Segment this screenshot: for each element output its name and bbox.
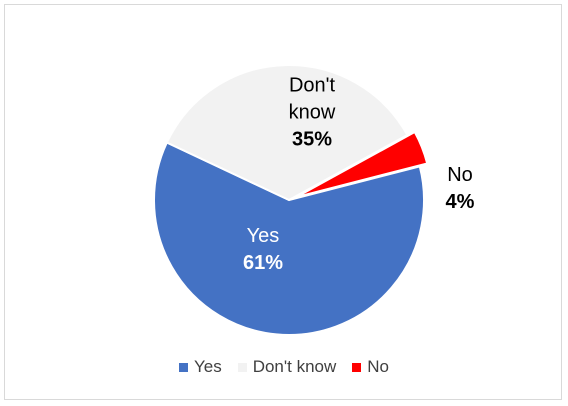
- data-label-value-yes: 61%: [243, 252, 283, 274]
- legend-label-don-t-know: Don't know: [252, 357, 337, 376]
- legend-item-yes: Yes: [178, 357, 222, 377]
- legend: Yes Don't know No: [5, 355, 563, 379]
- legend-item-no: No: [352, 357, 389, 377]
- pie-slice-don-t-know: [165, 64, 409, 202]
- pie-slice-yes: [153, 141, 425, 336]
- pie-slice-no: [295, 130, 429, 199]
- legend-item-don-t-know: Don't know: [237, 357, 337, 377]
- legend-label-yes: Yes: [193, 357, 222, 376]
- legend-swatch-no: [352, 362, 362, 372]
- data-label-value-don-t-know: 35%: [292, 128, 332, 150]
- legend-label-no: No: [367, 357, 390, 376]
- data-label-name-don-t-know: know: [289, 101, 336, 123]
- legend-swatch-yes: [178, 362, 188, 372]
- data-label-name-yes: Yes: [247, 225, 280, 247]
- data-label-name-don-t-know: Don't: [289, 74, 336, 96]
- pie-chart: Yes 61% Don't know 35% No 4%: [153, 64, 475, 336]
- data-label-value-no: 4%: [446, 191, 475, 213]
- legend-swatch-don-t-know: [237, 362, 247, 372]
- data-label-name-no: No: [447, 164, 473, 186]
- chart-frame: Yes 61% Don't know 35% No 4% Yes Don't know No: [4, 4, 562, 400]
